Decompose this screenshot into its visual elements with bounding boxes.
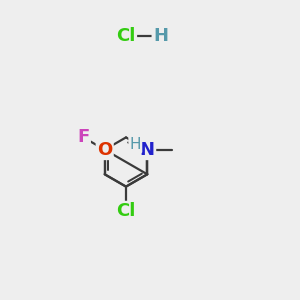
Text: H: H [130,137,141,152]
Text: Cl: Cl [116,27,136,45]
Text: H: H [153,27,168,45]
Text: Cl: Cl [116,202,136,220]
Text: O: O [97,141,112,159]
Text: F: F [77,128,89,146]
Text: N: N [140,141,155,159]
